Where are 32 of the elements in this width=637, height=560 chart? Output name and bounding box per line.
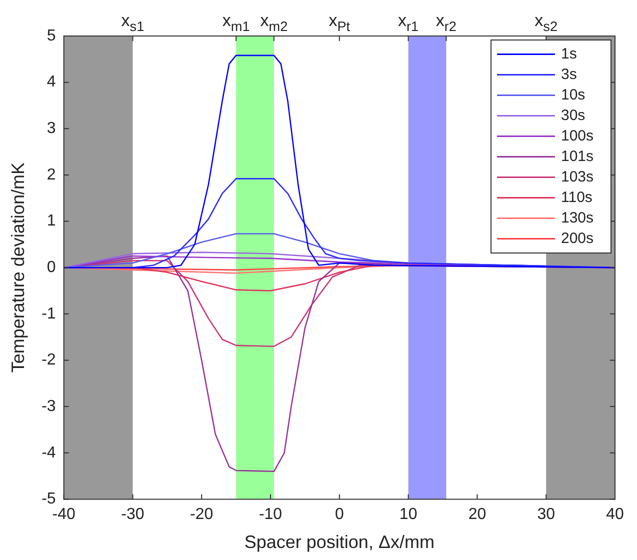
legend-label: 1s <box>561 45 577 62</box>
y-tick-label: 4 <box>46 74 56 91</box>
legend-label: 3s <box>561 66 577 83</box>
y-tick-label: -1 <box>42 305 56 322</box>
x-tick-label: -30 <box>121 506 144 524</box>
legend-label: 200s <box>561 230 594 247</box>
y-axis-title: Temperature deviation/mK <box>8 162 28 373</box>
legend-label: 101s <box>561 148 594 165</box>
x-tick-label: 0 <box>334 506 344 524</box>
legend-label: 110s <box>561 188 592 206</box>
x-axis-title: Spacer position, Δx/mm <box>244 532 434 552</box>
legend-label: 10s <box>561 86 586 104</box>
x-tick-label: 30 <box>537 506 556 524</box>
y-tick-label: 3 <box>46 120 56 138</box>
x-tick-label: 40 <box>606 506 624 524</box>
y-tick-label: 5 <box>46 27 56 44</box>
x-tick-label: -10 <box>258 506 282 524</box>
y-tick-label: -4 <box>42 444 56 462</box>
x-tick-label: -40 <box>52 506 76 524</box>
y-tick-label: 1 <box>46 212 56 230</box>
y-tick-label: -2 <box>42 352 56 369</box>
x-tick-label: 20 <box>468 506 486 524</box>
legend-label: 30s <box>561 106 586 124</box>
x-tick-label: 10 <box>399 506 418 524</box>
y-tick-label: -5 <box>42 490 56 508</box>
x-tick-label: -20 <box>190 506 214 524</box>
legend-label: 103s <box>561 168 594 186</box>
y-tick-label: -3 <box>42 398 56 415</box>
legend-label: 130s <box>561 209 594 226</box>
y-tick-label: 0 <box>46 259 56 276</box>
y-tick-label: 2 <box>46 166 56 184</box>
legend-label: 100s <box>561 127 594 144</box>
